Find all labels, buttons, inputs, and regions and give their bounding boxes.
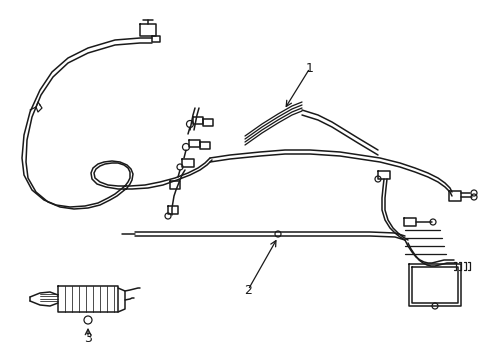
Text: 3: 3 — [84, 332, 92, 345]
Text: 2: 2 — [244, 284, 252, 297]
Text: 1: 1 — [306, 62, 314, 75]
